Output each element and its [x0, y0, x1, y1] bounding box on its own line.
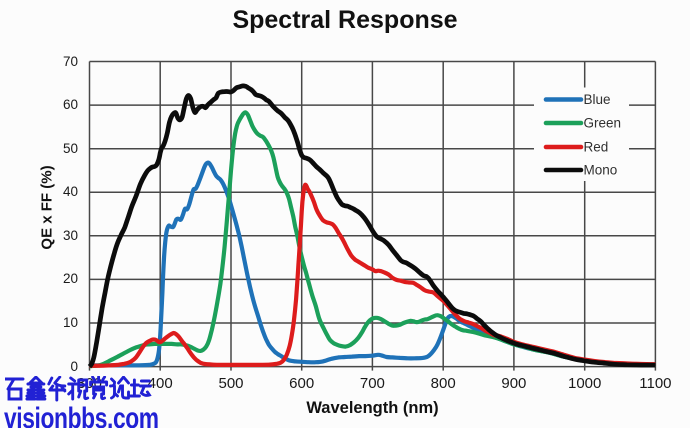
- svg-text:Mono: Mono: [584, 163, 618, 178]
- svg-text:Red: Red: [584, 140, 609, 155]
- svg-text:Green: Green: [584, 116, 622, 131]
- svg-text:Blue: Blue: [584, 92, 611, 107]
